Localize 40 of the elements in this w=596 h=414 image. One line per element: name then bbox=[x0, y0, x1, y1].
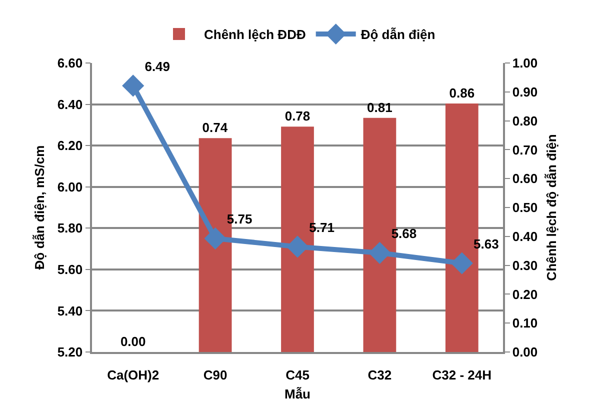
y-tick-label: 5.60 bbox=[57, 262, 83, 277]
x-axis-title: Mẫu bbox=[284, 386, 311, 402]
x-tick-label: C90 bbox=[203, 367, 228, 382]
data-label: 0.78 bbox=[284, 108, 310, 124]
x-tick-label: C32 bbox=[368, 367, 392, 382]
y2-tick-label: 0.20 bbox=[512, 286, 538, 302]
y-tick-label: 6.20 bbox=[57, 138, 83, 154]
y2-tick-label: 0.00 bbox=[512, 344, 538, 360]
data-label: 6.49 bbox=[144, 58, 170, 74]
y-tick-label: 6.00 bbox=[57, 179, 83, 194]
y2-axis-title: Chênh lệch độ dẫn điện bbox=[544, 134, 559, 281]
y2-tick-label: 0.60 bbox=[512, 171, 538, 186]
x-tick-label: C32 - 24H bbox=[432, 367, 492, 382]
point bbox=[286, 236, 309, 258]
point bbox=[122, 74, 144, 97]
y2-tick-label: 0.80 bbox=[512, 113, 538, 128]
y2-tick-label: 0.10 bbox=[512, 316, 538, 331]
y-tick-label: 5.40 bbox=[57, 303, 83, 318]
x-tick-label: Ca(OH)2 bbox=[107, 367, 160, 382]
y2-tick-label: 0.30 bbox=[512, 258, 538, 273]
y-tick-label: 5.20 bbox=[57, 344, 83, 360]
legend-label: Chênh lệch ĐDĐ bbox=[204, 27, 306, 42]
y2-tick-label: 0.90 bbox=[512, 84, 538, 100]
point bbox=[450, 252, 473, 274]
y-axis-title: Độ dẫn điện, mS/cm bbox=[32, 145, 47, 270]
data-label: 0.86 bbox=[449, 85, 475, 100]
y2-tick-label: 0.70 bbox=[512, 142, 538, 158]
legend-label: Độ dẫn điện bbox=[360, 27, 436, 42]
data-label: 0.00 bbox=[120, 334, 146, 349]
y-tick-label: 6.40 bbox=[57, 96, 83, 112]
y2-tick-label: 0.40 bbox=[512, 228, 538, 244]
y-tick-label: 5.80 bbox=[57, 220, 83, 236]
data-label: 0.74 bbox=[202, 120, 228, 136]
y-tick-label: 6.60 bbox=[57, 56, 83, 71]
y2-tick-label: 1.00 bbox=[512, 56, 538, 71]
point bbox=[204, 227, 226, 250]
y2-tick-label: 0.50 bbox=[512, 200, 538, 216]
data-label: 0.81 bbox=[367, 100, 392, 115]
x-tick-label: C45 bbox=[286, 367, 310, 382]
point bbox=[368, 242, 391, 264]
